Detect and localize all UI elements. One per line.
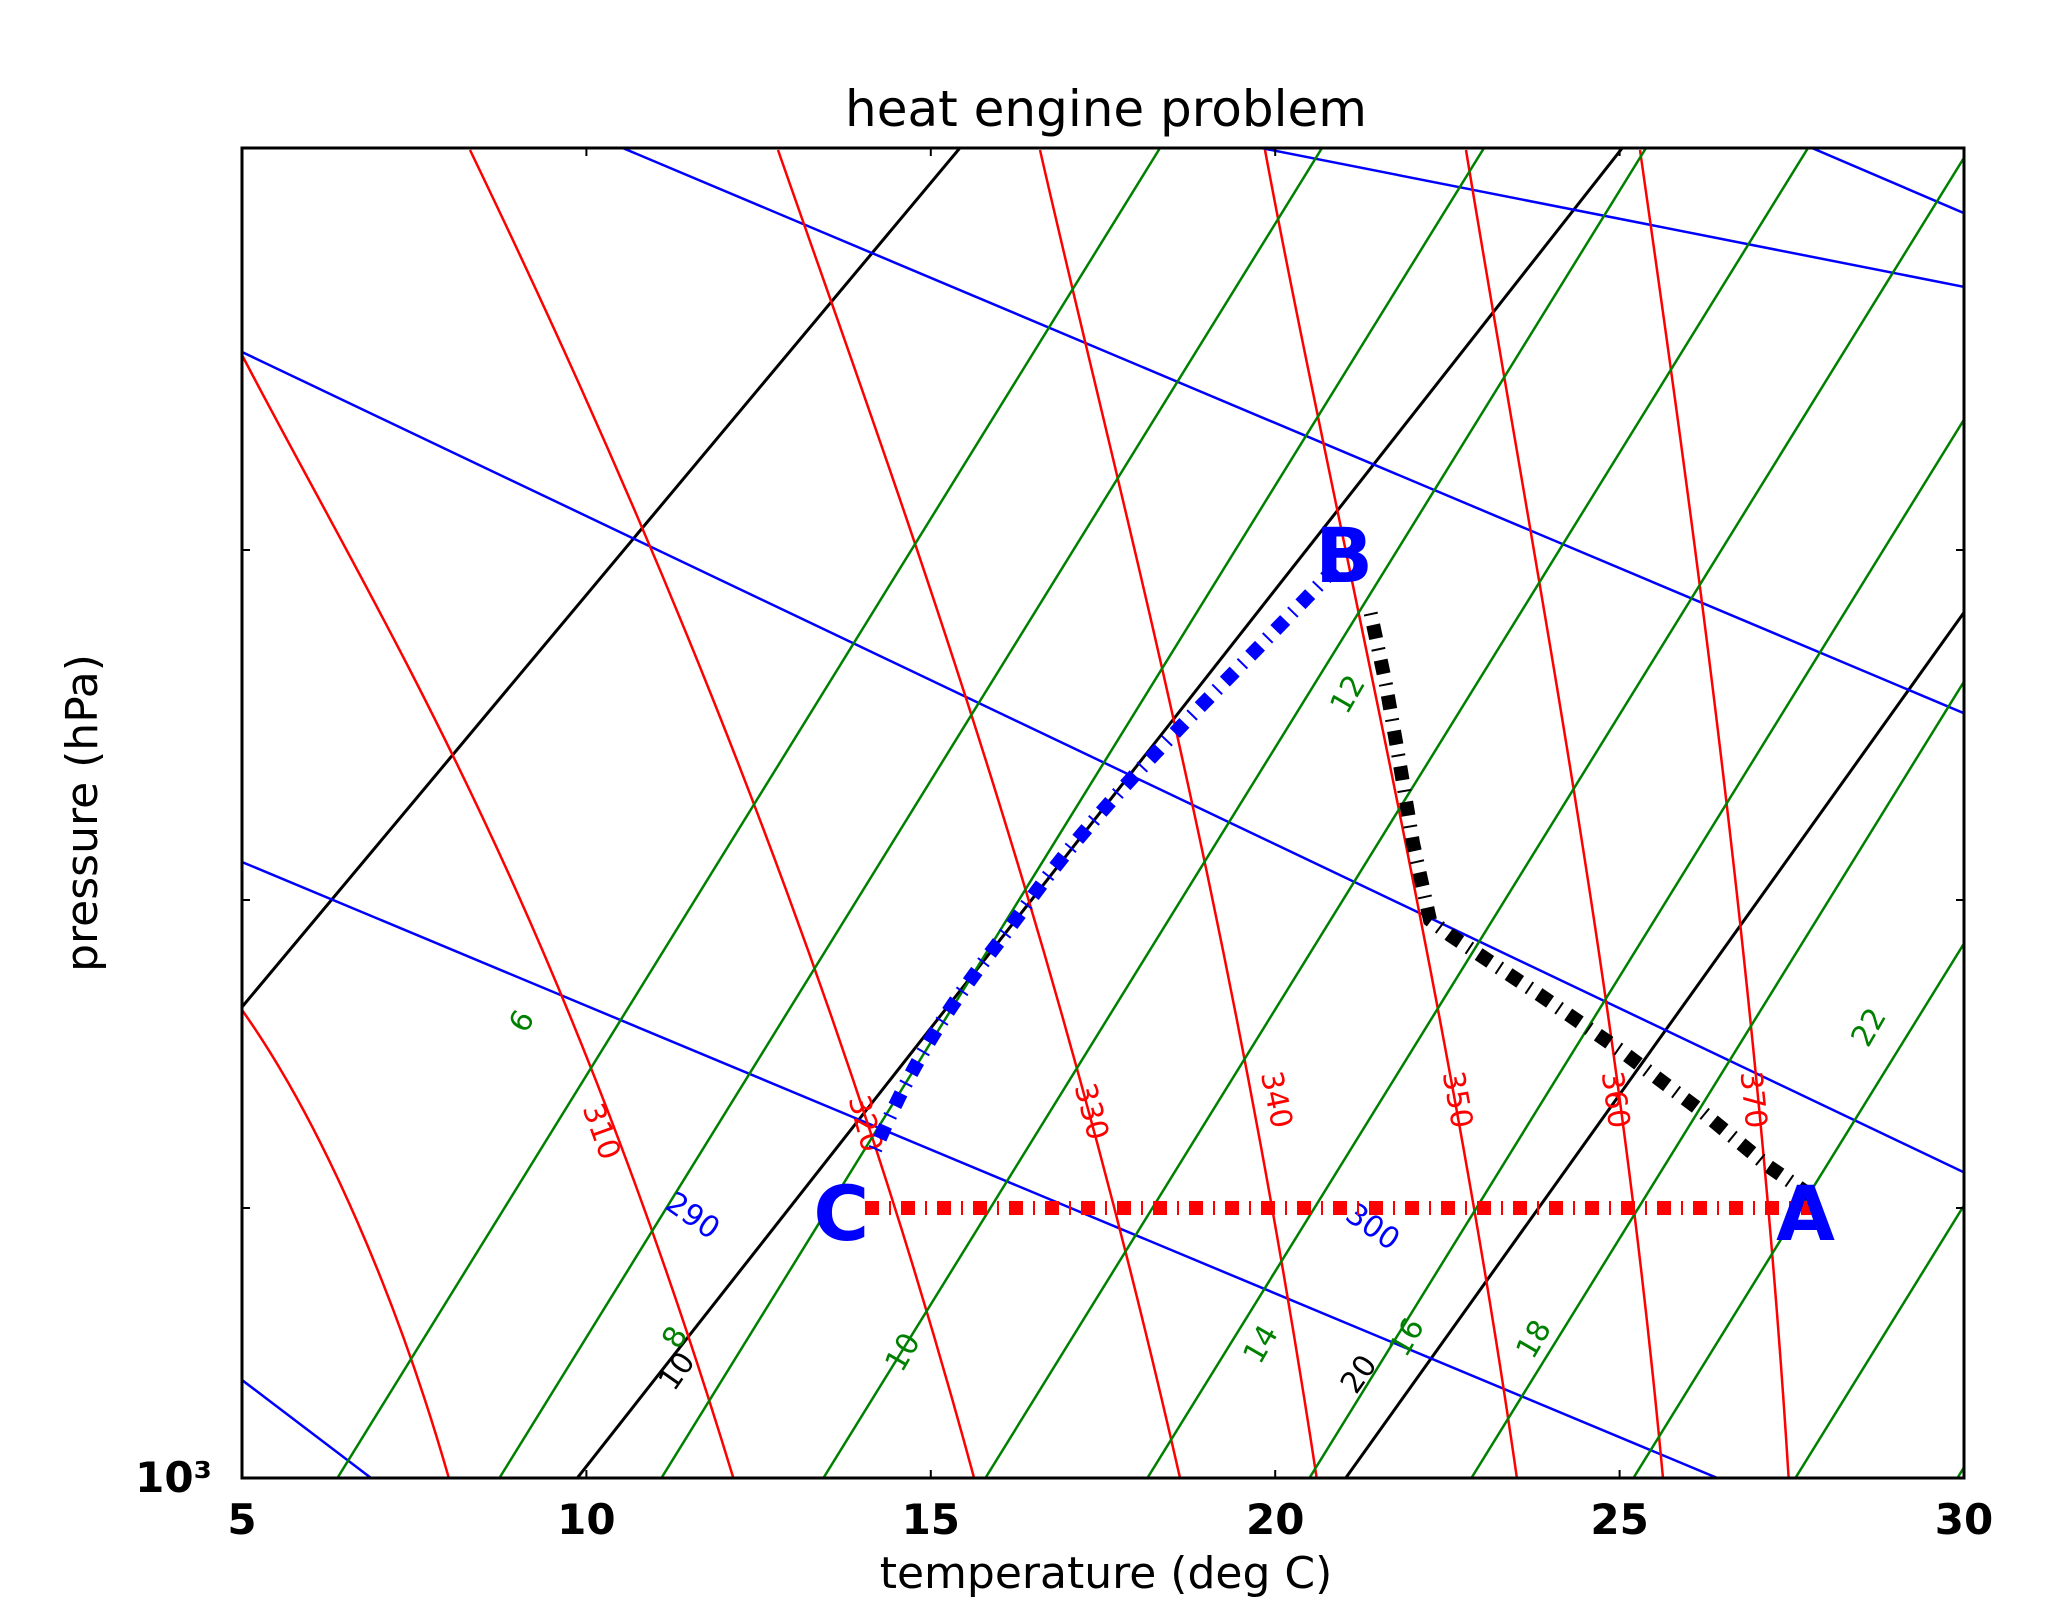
mixing-ratio-line bbox=[821, 148, 1648, 1478]
mixing-ratio-line bbox=[1631, 941, 1964, 1478]
contour-label: 370 bbox=[1733, 1070, 1774, 1131]
contour-label: 350 bbox=[1435, 1069, 1479, 1131]
moist-adiabat-line bbox=[468, 149, 976, 1478]
isotherm-line bbox=[195, 100, 300, 150]
isotherm-line bbox=[575, 148, 1625, 1478]
contour-label: 22 bbox=[1844, 1002, 1893, 1053]
contour-label: 10 bbox=[878, 1327, 927, 1378]
y-axis-label: pressure (hPa) bbox=[57, 654, 108, 972]
moist-adiabat-line bbox=[1263, 149, 1519, 1478]
mixing-ratio-line bbox=[1469, 679, 1964, 1478]
contour-label: 20 bbox=[1334, 1349, 1385, 1400]
point-labels: A B C bbox=[813, 511, 1835, 1258]
contour-label: 290 bbox=[659, 1185, 726, 1247]
moist-adiabat-line bbox=[776, 149, 1182, 1478]
plot-frame bbox=[240, 146, 1966, 1480]
contour-label: 340 bbox=[1253, 1068, 1299, 1131]
contour-label: 6 bbox=[502, 1004, 542, 1038]
contour-label: 18 bbox=[1509, 1314, 1558, 1365]
moist-adiabat-line bbox=[242, 1009, 451, 1478]
y-tick-label: 10³ bbox=[135, 1453, 212, 1502]
x-tick-label: 10 bbox=[557, 1495, 615, 1544]
x-tick-label: 5 bbox=[227, 1495, 256, 1544]
point-label-c: C bbox=[813, 1169, 869, 1258]
moist-adiabat-line bbox=[1464, 149, 1665, 1478]
x-tick-label: 25 bbox=[1590, 1495, 1648, 1544]
x-tick-label: 15 bbox=[902, 1495, 960, 1544]
mixing-ratio-line bbox=[983, 148, 1810, 1478]
chart-title: heat engine problem bbox=[845, 80, 1367, 138]
process-path-a-b bbox=[1363, 608, 1814, 1201]
moist-adiabat-line bbox=[1638, 149, 1790, 1478]
dry-adiabat-line bbox=[619, 148, 1964, 715]
mixing-ratio-line bbox=[1145, 155, 1964, 1478]
plot-lines bbox=[195, 100, 1964, 1478]
dry-adiabat-line bbox=[1808, 148, 1964, 215]
point-label-a: A bbox=[1776, 1169, 1835, 1258]
contour-label: 320 bbox=[841, 1092, 890, 1156]
isotherm-line bbox=[242, 148, 962, 1010]
x-tick-label: 20 bbox=[1246, 1495, 1304, 1544]
contour-label: 8 bbox=[655, 1320, 695, 1354]
mixing-ratio-line bbox=[1307, 417, 1964, 1478]
mixing-ratio-line bbox=[659, 148, 1486, 1478]
point-label-b: B bbox=[1315, 511, 1373, 600]
dry-adiabat-line bbox=[242, 350, 1964, 1174]
contour-label: 14 bbox=[1236, 1319, 1285, 1370]
isotherm-line bbox=[1343, 609, 1964, 1478]
mixing-ratio-line bbox=[1955, 1464, 1964, 1478]
contour-label: 360 bbox=[1594, 1069, 1637, 1131]
contour-label: 330 bbox=[1067, 1080, 1116, 1144]
dry-adiabat-line bbox=[242, 1379, 374, 1478]
contour-label: 310 bbox=[575, 1099, 627, 1165]
x-tick-label: 30 bbox=[1935, 1495, 1993, 1544]
mixing-ratio-line bbox=[497, 148, 1324, 1478]
mixing-ratio-line bbox=[1793, 1203, 1964, 1478]
moist-adiabat-line bbox=[242, 354, 735, 1478]
x-axis-label: temperature (deg C) bbox=[880, 1548, 1333, 1599]
mixing-ratio-line bbox=[335, 148, 1162, 1478]
axis-ticks: 5 10 15 20 25 30 10³ bbox=[135, 148, 1993, 1544]
process-paths bbox=[865, 563, 1820, 1215]
dry-adiabat-line bbox=[1254, 148, 1964, 289]
process-path-b-c bbox=[868, 563, 1341, 1153]
contour-label: 12 bbox=[1323, 669, 1372, 720]
